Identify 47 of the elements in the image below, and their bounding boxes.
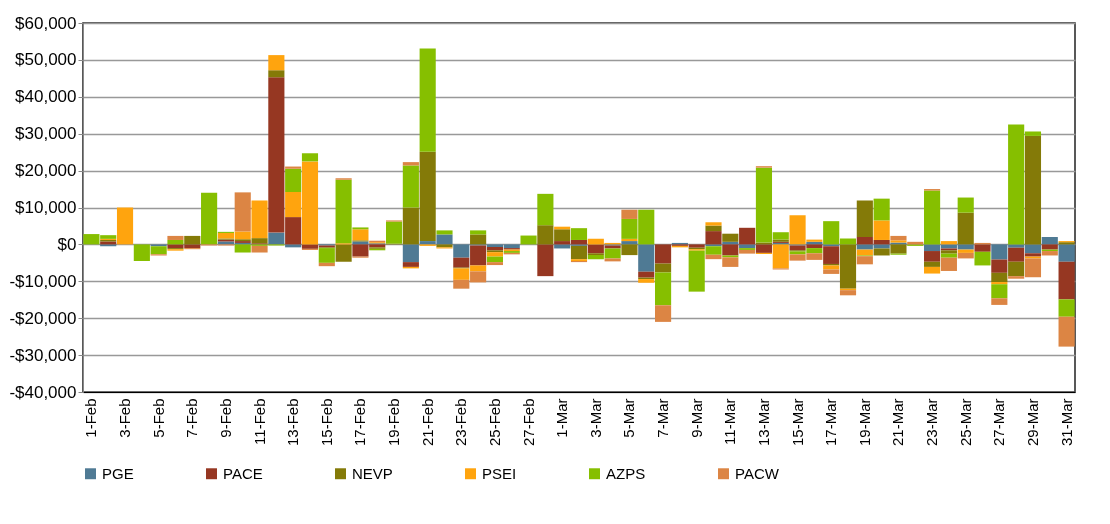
y-tick-label: -$30,000 (9, 345, 77, 365)
y-tick-label: $0 (57, 234, 77, 254)
y-tick-label: -$40,000 (9, 382, 77, 402)
legend-label: PACE (223, 464, 263, 482)
y-tick-label: $60,000 (15, 13, 77, 33)
y-tick-label: $50,000 (15, 50, 77, 70)
x-tick-label: 31-Mar (1057, 398, 1075, 447)
x-tick-label: 29-Mar (1023, 398, 1041, 447)
x-tick-label: 1-Feb (82, 398, 100, 438)
y-tick-label: -$10,000 (9, 271, 77, 291)
x-tick-label: 23-Feb (452, 398, 470, 447)
legend-label: PACW (735, 464, 780, 482)
x-tick-label: 9-Mar (687, 398, 705, 438)
x-tick-label: 19-Mar (855, 398, 873, 447)
x-tick-label: 11-Mar (721, 398, 739, 445)
x-tick-label: 27-Mar (990, 398, 1008, 447)
y-tick-label: $40,000 (15, 87, 77, 107)
x-tick-label: 17-Mar (822, 398, 840, 447)
legend-label: PGE (102, 464, 134, 482)
x-tick-label: 15-Mar (788, 398, 806, 447)
x-tick-label: 3-Mar (586, 398, 604, 438)
y-tick-label: $10,000 (15, 198, 77, 217)
legend-label: NEVP (352, 464, 393, 482)
x-tick-label: 25-Mar (956, 398, 974, 447)
x-tick-label: 7-Feb (183, 398, 201, 438)
x-tick-label: 9-Feb (216, 398, 234, 438)
x-tick-label: 5-Mar (620, 398, 638, 438)
x-tick-label: 19-Feb (385, 398, 403, 447)
x-tick-label: 7-Mar (654, 398, 672, 438)
x-tick-label: 23-Mar (923, 398, 941, 447)
x-tick-label: 13-Feb (284, 398, 302, 447)
x-tick-label: 13-Mar (754, 398, 772, 447)
x-tick-label: 21-Mar (889, 398, 907, 447)
legend-label: PSEI (482, 464, 517, 482)
x-tick-label: 11-Feb (250, 398, 268, 445)
x-tick-label: 25-Feb (485, 398, 503, 447)
y-tick-label: $30,000 (15, 124, 77, 144)
x-tick-label: 21-Feb (418, 398, 436, 447)
y-tick-label: $20,000 (15, 161, 77, 181)
x-tick-label: 17-Feb (351, 398, 369, 447)
x-tick-label: 5-Feb (149, 398, 167, 438)
x-tick-label: 3-Feb (116, 398, 134, 438)
legend-label: AZPS (606, 464, 646, 482)
y-tick-label: -$20,000 (9, 308, 77, 328)
x-tick-label: 1-Mar (553, 398, 571, 438)
x-tick-label: 15-Feb (317, 398, 335, 447)
x-tick-label: 27-Feb (519, 398, 537, 447)
